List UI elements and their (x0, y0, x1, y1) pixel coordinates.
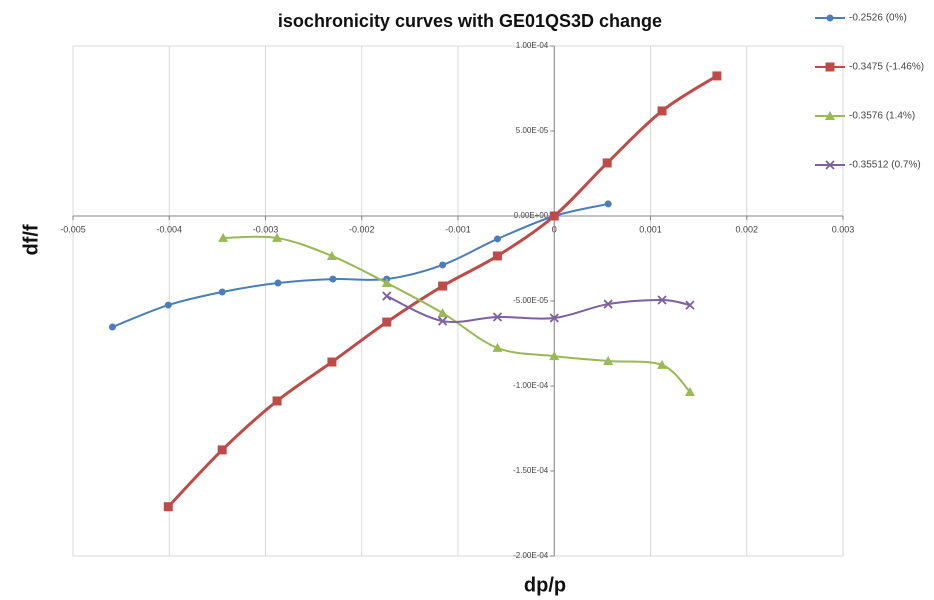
data-point (603, 356, 614, 366)
x-tick-label: 0.003 (832, 224, 855, 234)
x-tick-label: -0.005 (60, 224, 86, 234)
data-point (493, 235, 501, 243)
data-point (549, 351, 560, 361)
legend-marker (826, 14, 834, 22)
series-line (223, 235, 691, 393)
data-point (326, 250, 337, 260)
y-tick-label: 5.00E-05 (516, 126, 549, 135)
y-tick-label: -1.50E-04 (513, 466, 549, 475)
data-point (164, 301, 172, 309)
data-point (657, 295, 667, 305)
data-point (684, 386, 695, 396)
data-point (437, 308, 448, 318)
data-point (272, 396, 282, 406)
data-point (549, 211, 559, 221)
data-point (439, 261, 447, 269)
data-point (274, 279, 282, 287)
data-point (604, 200, 612, 208)
data-point (327, 357, 337, 367)
y-tick-label: -1.00E-04 (513, 381, 549, 390)
legend-label: -0.35512 (0.7%) (849, 160, 921, 171)
legend-marker (825, 160, 835, 170)
data-point (163, 502, 173, 512)
legend-label: -0.3475 (-1.46%) (849, 62, 924, 73)
x-tick-label: 0.002 (735, 224, 758, 234)
data-point (712, 71, 722, 81)
x-tick-label: 0.001 (639, 224, 662, 234)
chart-title: isochronicity curves with GE01QS3D chang… (278, 11, 662, 31)
x-tick-label: -0.002 (349, 224, 375, 234)
data-point (108, 323, 116, 331)
data-point (218, 232, 229, 242)
data-point (382, 291, 392, 301)
x-tick-label: -0.003 (253, 224, 279, 234)
data-point (329, 275, 337, 283)
data-point (657, 106, 667, 116)
y-tick-label: 1.00E-04 (516, 41, 549, 50)
series-line (112, 202, 609, 328)
legend-label: -0.2526 (0%) (849, 13, 907, 24)
data-point (492, 342, 503, 352)
legend-label: -0.3576 (1.4%) (849, 111, 915, 122)
data-point (382, 317, 392, 327)
legend-marker (825, 111, 835, 120)
x-axis-label: dp/p (524, 574, 566, 596)
data-point (381, 277, 392, 287)
y-axis-label: df/f (20, 224, 42, 255)
data-point (685, 300, 695, 310)
legend-marker (825, 62, 835, 72)
data-point (492, 312, 503, 322)
x-tick-label: -0.004 (156, 224, 182, 234)
data-point (602, 158, 612, 168)
y-tick-label: -5.00E-05 (513, 296, 549, 305)
data-point (217, 445, 227, 455)
data-point (549, 313, 559, 323)
data-point (603, 299, 613, 309)
data-point (438, 281, 448, 291)
x-tick-label: -0.001 (445, 224, 471, 234)
data-point (437, 316, 448, 326)
data-point (492, 251, 502, 261)
data-point (218, 288, 226, 296)
data-point (272, 232, 283, 242)
y-tick-label: -2.00E-04 (513, 551, 549, 560)
data-point (657, 359, 668, 369)
